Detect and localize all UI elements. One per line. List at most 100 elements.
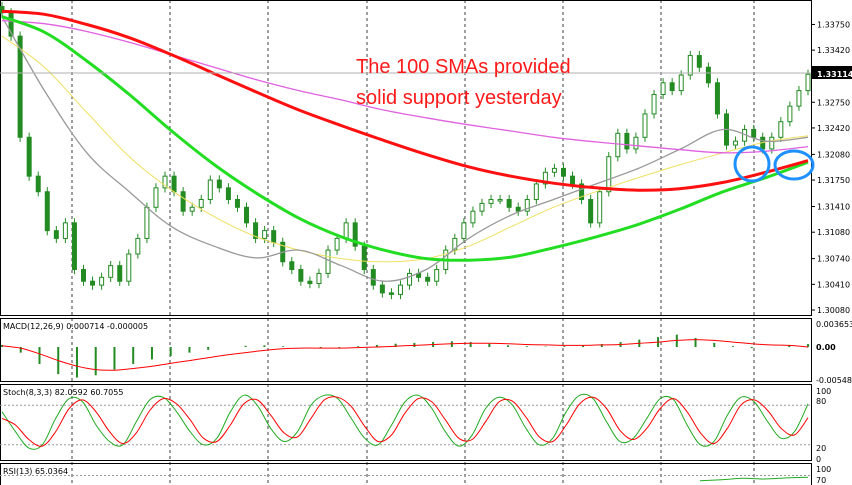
candle-body-59 (533, 183, 539, 201)
candle-body-69 (624, 132, 630, 150)
rsi-tick-100: 100 (816, 465, 831, 474)
candle-body-22 (198, 199, 204, 208)
candle-body-20 (180, 191, 186, 212)
sma-lines (1, 9, 809, 282)
rsi-label: RSI(13) 65.0364 (3, 467, 68, 476)
candle-body-88 (796, 90, 802, 107)
annotation-line-2: solid support yesterday (356, 87, 562, 109)
candle-body-27 (244, 206, 250, 224)
stoch-tick-20: 20 (816, 444, 826, 453)
candle-body-39 (352, 222, 358, 247)
candle-body-71 (642, 113, 648, 138)
stoch-tick-80: 80 (816, 397, 826, 406)
candle-body-54 (488, 199, 494, 204)
candle-body-60 (542, 171, 548, 185)
indicator-lines (0, 339, 811, 482)
candle-body-83 (751, 128, 757, 138)
candle-body-86 (778, 121, 784, 138)
price-tick-6: 1.31750 (817, 176, 850, 185)
candle-body-8 (71, 222, 77, 271)
candle-body-11 (99, 276, 105, 286)
candle-body-3 (26, 136, 32, 177)
macd-tick-zero: 0.00 (816, 343, 836, 352)
candle-body-15 (135, 237, 141, 255)
candle-body-64 (579, 183, 585, 201)
candle-body-7 (62, 222, 68, 239)
price-tick-7: 1.31410 (817, 203, 850, 212)
stoch-panel-frame (0, 384, 812, 461)
price-tick-5: 1.32080 (817, 150, 850, 159)
candle-body-70 (633, 136, 639, 150)
candle-body-47 (425, 276, 431, 282)
rsi-tick-70: 70 (816, 476, 826, 485)
candle-body-53 (479, 202, 485, 212)
candle-body-57 (515, 206, 521, 212)
candle-body-28 (253, 222, 259, 239)
candle-body-35 (316, 272, 322, 285)
candle-body-21 (189, 206, 195, 212)
candle-body-68 (615, 132, 621, 158)
candle-body-26 (234, 199, 240, 208)
price-tick-9: 1.30740 (817, 255, 850, 264)
stoch-tick-0: 0 (816, 455, 821, 464)
candle-body-6 (53, 230, 59, 239)
sma-gray-line (1, 16, 809, 282)
candle-body-33 (298, 269, 304, 282)
candle-body-63 (570, 175, 576, 185)
candle-body-61 (551, 167, 557, 173)
price-tick-10: 1.30410 (817, 280, 850, 289)
candle-body-62 (560, 167, 566, 177)
macd-current-box (812, 342, 852, 353)
candle-body-40 (361, 245, 367, 271)
candle-body-44 (397, 284, 403, 295)
current-price-box (812, 66, 852, 79)
candle-body-55 (497, 199, 503, 202)
candle-body-52 (470, 210, 476, 224)
candle-body-72 (651, 93, 657, 115)
candle-body-38 (343, 222, 349, 239)
candle-body-13 (117, 265, 123, 282)
candle-body-85 (769, 136, 775, 150)
candle-body-45 (407, 272, 413, 286)
candle-body-5 (44, 191, 50, 232)
sma-green-line (1, 15, 809, 262)
sma-yellow-line (1, 35, 809, 263)
price-tick-2: 1.33114 (817, 70, 852, 79)
candle-body-17 (153, 187, 159, 208)
candle-body-25 (225, 187, 231, 201)
candle-body-66 (597, 191, 603, 224)
candle-body-74 (669, 82, 675, 92)
price-tick-3: 1.32750 (817, 98, 850, 107)
candle-body-9 (81, 269, 87, 282)
candle-body-2 (17, 35, 23, 138)
candle-body-75 (678, 74, 684, 92)
candle-body-30 (271, 230, 277, 243)
candle-body-16 (144, 206, 150, 239)
candle-body-81 (733, 140, 739, 146)
macd-tick-bottom: -0.005487 (816, 376, 852, 385)
price-tick-1: 1.33420 (817, 46, 850, 55)
candle-body-89 (805, 73, 811, 92)
candle-body-87 (787, 105, 793, 123)
candle-body-34 (307, 280, 313, 285)
macd-signal-line (1, 339, 809, 371)
candle-body-48 (434, 269, 440, 282)
candles (0, 1, 811, 300)
candle-body-36 (325, 249, 331, 274)
candle-body-79 (714, 82, 720, 115)
candle-body-19 (171, 175, 177, 193)
macd-histogram (1, 334, 809, 378)
candle-body-23 (207, 179, 213, 201)
stoch-k-line (1, 393, 809, 450)
candle-body-10 (90, 280, 96, 286)
price-tick-4: 1.32420 (817, 124, 850, 133)
candle-body-29 (262, 230, 268, 239)
candle-body-24 (216, 179, 222, 189)
annotation-line-1: The 100 SMAs provided (356, 56, 571, 78)
candle-body-77 (696, 55, 702, 68)
rsi-line (699, 476, 809, 482)
price-tick-8: 1.31080 (817, 228, 850, 237)
candle-body-58 (524, 199, 530, 212)
price-tick-11: 1.30080 (817, 306, 850, 315)
